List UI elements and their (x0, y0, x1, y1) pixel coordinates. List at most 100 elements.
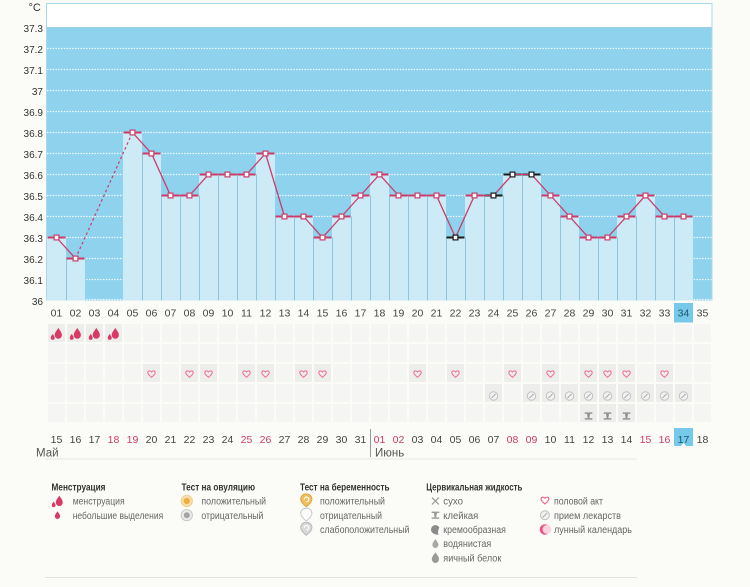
svg-text:Июнь: Июнь (375, 448, 404, 460)
svg-text:26: 26 (260, 434, 272, 446)
svg-text:21: 21 (431, 308, 443, 320)
svg-text:отрицательный: отрицательный (201, 511, 263, 522)
svg-text:29: 29 (317, 434, 329, 446)
svg-text:13: 13 (279, 308, 291, 320)
svg-text:15: 15 (317, 308, 329, 320)
svg-text:19: 19 (127, 434, 139, 446)
svg-text:26: 26 (526, 308, 538, 320)
svg-text:28: 28 (564, 308, 576, 320)
svg-text:13: 13 (602, 434, 614, 446)
svg-text:02: 02 (393, 434, 405, 446)
svg-text:клейкая: клейкая (443, 511, 478, 522)
svg-text:10: 10 (222, 308, 234, 320)
svg-text:32: 32 (640, 308, 652, 320)
svg-text:31: 31 (355, 434, 367, 446)
svg-text:Менструация: Менструация (52, 482, 106, 494)
svg-text:менструация: менструация (73, 497, 125, 508)
svg-text:14: 14 (621, 434, 633, 446)
svg-text:положительный: положительный (201, 497, 266, 508)
svg-text:37: 37 (32, 87, 44, 98)
svg-text:04: 04 (108, 308, 120, 320)
svg-text:11: 11 (241, 308, 252, 320)
svg-text:19: 19 (393, 308, 405, 320)
svg-text:17: 17 (678, 434, 690, 446)
svg-text:кремообразная: кремообразная (443, 524, 506, 536)
svg-text:отрицательный: отрицательный (320, 511, 382, 522)
svg-text:18: 18 (374, 308, 386, 320)
svg-text:15: 15 (51, 434, 63, 446)
svg-text:36.3: 36.3 (24, 234, 44, 245)
svg-text:01: 01 (51, 308, 63, 320)
svg-text:водянистая: водянистая (443, 539, 491, 550)
svg-text:36.5: 36.5 (24, 192, 44, 203)
svg-text:25: 25 (241, 434, 253, 446)
svg-text:10: 10 (545, 434, 557, 446)
svg-text:30: 30 (602, 308, 614, 320)
svg-text:25: 25 (507, 308, 519, 320)
svg-text:36.9: 36.9 (24, 108, 44, 119)
svg-text:половой акт: половой акт (554, 497, 603, 508)
svg-text:34: 34 (678, 308, 690, 320)
svg-text:11: 11 (564, 434, 575, 446)
svg-text:30: 30 (336, 434, 348, 446)
svg-text:09: 09 (526, 434, 538, 446)
svg-text:37.3: 37.3 (24, 24, 44, 35)
svg-text:05: 05 (127, 308, 139, 320)
svg-text:сухо: сухо (443, 497, 463, 508)
svg-text:03: 03 (412, 434, 424, 446)
svg-text:21: 21 (165, 434, 177, 446)
svg-text:18: 18 (697, 434, 709, 446)
svg-text:17: 17 (355, 308, 367, 320)
svg-text:33: 33 (659, 308, 671, 320)
svg-text:06: 06 (469, 434, 481, 446)
svg-text:20: 20 (412, 308, 424, 320)
svg-text:положительный: положительный (320, 497, 385, 508)
svg-text:Май: Май (36, 448, 59, 460)
svg-text:29: 29 (583, 308, 595, 320)
svg-text:°C: °C (29, 2, 41, 14)
svg-text:05: 05 (450, 434, 462, 446)
svg-text:прием лекарств: прием лекарств (554, 511, 621, 522)
svg-text:35: 35 (697, 308, 709, 320)
svg-text:небольшие выделения: небольшие выделения (73, 510, 164, 522)
svg-text:23: 23 (469, 308, 481, 320)
svg-text:20: 20 (146, 434, 158, 446)
svg-text:36.4: 36.4 (24, 213, 44, 224)
svg-text:27: 27 (279, 434, 291, 446)
svg-text:37.2: 37.2 (24, 45, 44, 56)
svg-text:36.6: 36.6 (24, 171, 44, 182)
svg-text:15: 15 (640, 434, 652, 446)
svg-text:24: 24 (488, 308, 500, 320)
svg-text:28: 28 (298, 434, 310, 446)
svg-text:36.1: 36.1 (24, 276, 44, 287)
svg-text:Тест на овуляцию: Тест на овуляцию (182, 482, 256, 494)
svg-text:07: 07 (488, 434, 500, 446)
svg-text:03: 03 (89, 308, 101, 320)
svg-text:37.1: 37.1 (24, 66, 44, 77)
svg-text:06: 06 (146, 308, 158, 320)
svg-text:22: 22 (184, 434, 196, 446)
svg-text:12: 12 (260, 308, 272, 320)
svg-text:лунный календарь: лунный календарь (554, 525, 632, 536)
svg-text:08: 08 (184, 308, 196, 320)
svg-text:18: 18 (108, 434, 120, 446)
svg-text:04: 04 (431, 434, 443, 446)
svg-text:17: 17 (89, 434, 101, 446)
svg-text:02: 02 (70, 308, 82, 320)
svg-text:31: 31 (621, 308, 633, 320)
svg-text:23: 23 (203, 434, 215, 446)
svg-text:яичный белок: яичный белок (443, 552, 502, 564)
svg-text:16: 16 (659, 434, 671, 446)
svg-text:Цервикальная жидкость: Цервикальная жидкость (426, 482, 522, 494)
svg-text:16: 16 (336, 308, 348, 320)
svg-text:27: 27 (545, 308, 557, 320)
svg-text:36.8: 36.8 (24, 129, 44, 140)
svg-text:01: 01 (374, 434, 386, 446)
svg-text:Тест на беременность: Тест на беременность (300, 482, 390, 494)
svg-text:36.2: 36.2 (24, 255, 44, 266)
svg-text:36.7: 36.7 (24, 150, 44, 161)
svg-text:22: 22 (450, 308, 462, 320)
svg-text:слабоположительный: слабоположительный (320, 524, 410, 536)
svg-text:12: 12 (583, 434, 595, 446)
svg-text:14: 14 (298, 308, 310, 320)
